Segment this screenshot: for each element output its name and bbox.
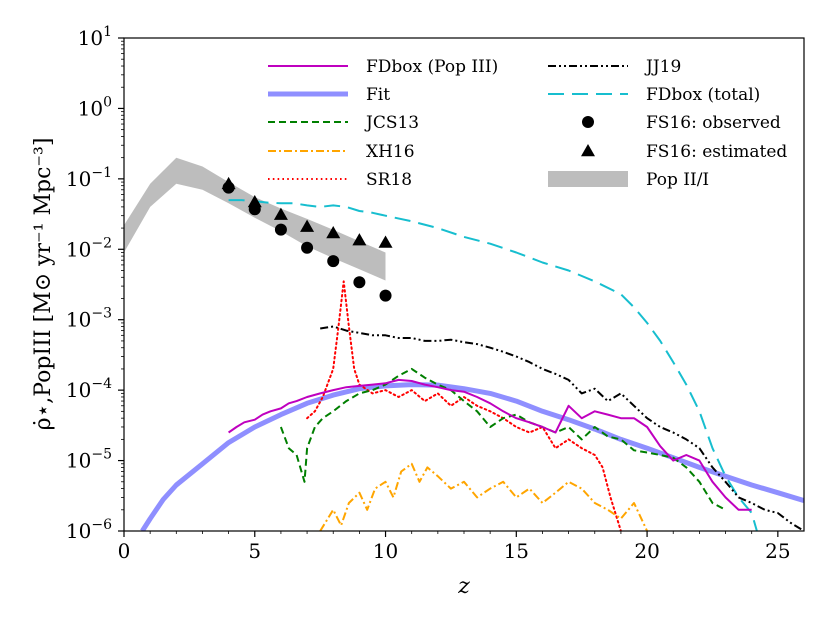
series-layer: [140, 199, 804, 531]
legend-entry-jj19: JJ19: [548, 57, 681, 77]
legend-entry-fit: Fit: [268, 85, 390, 105]
x-tick-label: 20: [634, 539, 659, 563]
marker-fs16-observed: [274, 223, 287, 236]
marker-fs16-estimated: [300, 219, 315, 232]
legend-entry-fs16-estimated: FS16: estimated: [581, 142, 787, 162]
legend-label: XH16: [366, 142, 415, 162]
marker-fs16-estimated: [221, 176, 236, 190]
marker-fs16-estimated: [378, 235, 393, 248]
series-fit: [140, 382, 804, 531]
marker-fs16-estimated: [352, 233, 367, 246]
marker-fs16-observed: [379, 289, 392, 302]
band-layer: [124, 157, 386, 281]
y-tick-label: 10−2: [66, 235, 112, 261]
series-sr18: [306, 280, 622, 531]
legend-entry-fs16-observed: FS16: observed: [582, 113, 781, 133]
marker-fs16-observed: [327, 255, 340, 268]
marker-fs16-observed: [353, 276, 366, 289]
marker-fs16-estimated: [273, 207, 288, 220]
series-jcs13: [279, 367, 726, 511]
legend: FDbox (Pop III) Fit JCS13 XH16 SR18 JJ19 FDbox…: [268, 57, 787, 190]
legend-swatch: [581, 144, 595, 157]
legend-label: JCS13: [364, 113, 419, 133]
y-axis-label: ρ̇⋆,PopIII [M⊙ yr⁻¹ Mpc⁻³]: [31, 138, 56, 431]
series-fdbox-pop-iii: [228, 378, 752, 511]
legend-label: JJ19: [644, 57, 681, 77]
marker-fs16-observed: [301, 241, 314, 254]
legend-label: FDbox (Pop III): [366, 57, 498, 77]
legend-label: Pop II/I: [646, 170, 709, 190]
y-axis: 10−6 10−5 10−4 10−3 10−2 10−1 100 101: [66, 24, 124, 543]
legend-label: SR18: [366, 170, 412, 190]
legend-label: FS16: estimated: [646, 142, 787, 162]
legend-label: FDbox (total): [646, 85, 760, 105]
y-tick-label: 10−6: [66, 517, 112, 543]
y-tick-label: 10−3: [66, 306, 112, 332]
x-axis-label: z: [457, 574, 470, 599]
legend-entry-jcs13: JCS13: [268, 113, 419, 133]
band-pop-ii-i: [124, 157, 386, 281]
marker-fs16-estimated: [247, 194, 262, 208]
x-tick-label: 0: [118, 539, 131, 563]
legend-label: Fit: [366, 85, 390, 105]
x-tick-label: 15: [504, 539, 529, 563]
y-tick-label: 10−1: [66, 165, 112, 191]
y-tick-label: 10−4: [66, 376, 112, 402]
marker-fs16-estimated: [326, 226, 341, 239]
x-tick-label: 5: [248, 539, 261, 563]
y-tick-label: 10−5: [66, 447, 112, 473]
legend-entry-xh16: XH16: [268, 142, 415, 162]
legend-entry-pop-ii-i: Pop II/I: [548, 170, 709, 190]
legend-entry-fdbox-total: FDbox (total): [548, 85, 760, 105]
legend-entry-fdbox-pop-iii: FDbox (Pop III): [268, 57, 498, 77]
x-tick-label: 25: [765, 539, 790, 563]
legend-swatch: [548, 171, 628, 187]
x-axis: 0 5 10 15 20 25: [118, 531, 791, 563]
y-tick-label: 100: [78, 94, 112, 120]
legend-swatch: [582, 116, 594, 128]
legend-label: FS16: observed: [646, 113, 781, 133]
series-fdbox-total: [228, 199, 758, 531]
series-xh16: [319, 462, 649, 531]
plot-frame: [123, 37, 805, 532]
legend-entry-sr18: SR18: [268, 170, 412, 190]
x-tick-label: 10: [373, 539, 398, 563]
scatter-layer: [221, 176, 393, 302]
y-tick-label: 101: [78, 24, 112, 50]
